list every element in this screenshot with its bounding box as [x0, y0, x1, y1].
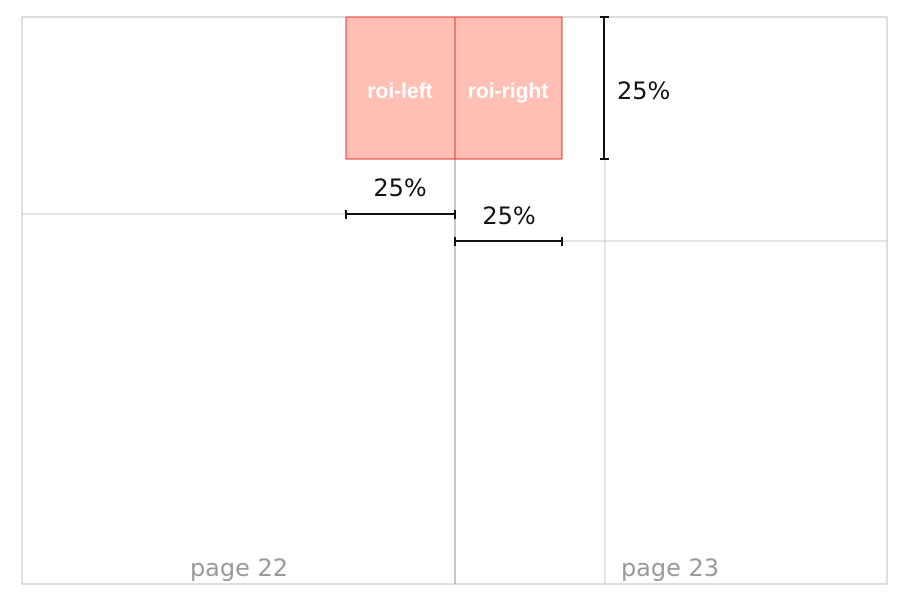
roi-left-label: roi-left: [367, 80, 432, 103]
roi-left-box: [345, 16, 456, 160]
vertical-measure-label: 25%: [617, 77, 670, 105]
right-width-measurement: [454, 237, 563, 246]
roi-right-label: roi-right: [468, 80, 548, 103]
page-23-label: page 23: [621, 554, 719, 582]
left-width-measurement: [345, 210, 456, 219]
roi-right-box: [454, 16, 563, 160]
vertical-measurement: [600, 16, 609, 160]
left-width-label: 25%: [373, 174, 426, 202]
page-22-label: page 22: [190, 554, 288, 582]
right-width-label: 25%: [482, 202, 535, 230]
